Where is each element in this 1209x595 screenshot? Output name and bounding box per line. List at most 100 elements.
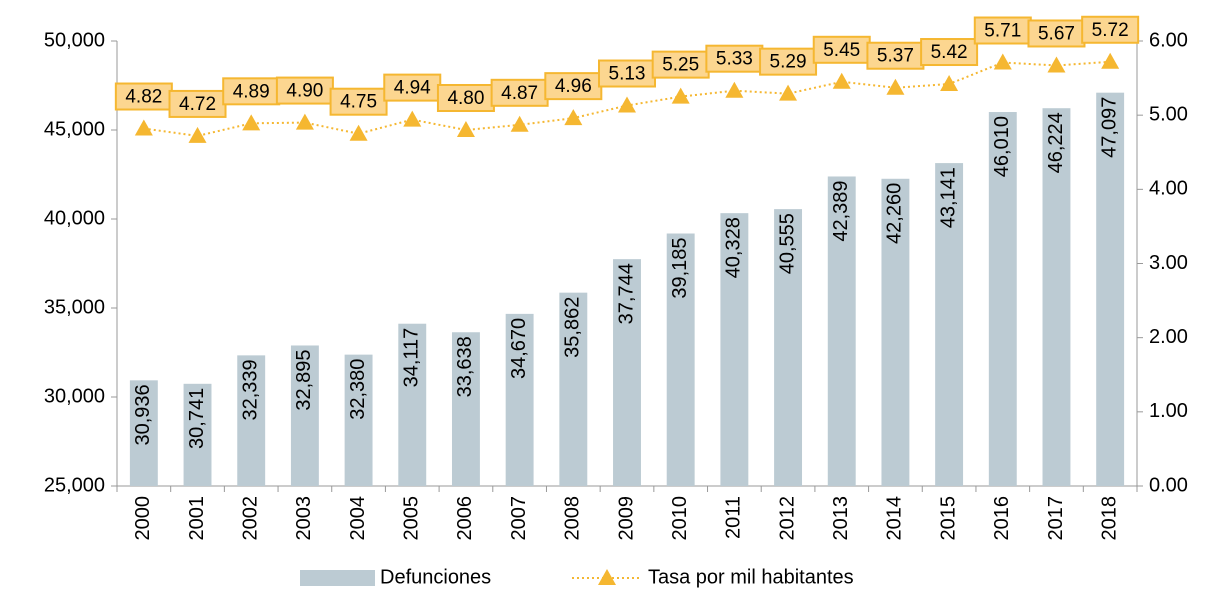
line-label: 4.82 (125, 87, 162, 108)
bar (774, 209, 803, 486)
x-tick-label: 2007 (508, 496, 530, 541)
label-box (383, 73, 442, 102)
x-tick-label: 2001 (186, 496, 208, 541)
line-label: 4.75 (340, 92, 377, 113)
line-marker (456, 121, 475, 137)
bar-label: 46,224 (1045, 112, 1067, 173)
line-label: 4.80 (447, 88, 484, 109)
bar-label: 37,744 (615, 263, 637, 324)
bar (451, 332, 480, 486)
bar-label: 30,936 (132, 384, 154, 445)
line-marker (832, 72, 851, 89)
line-label: 5.29 (770, 52, 807, 73)
line-label: 4.96 (555, 76, 592, 97)
bar (827, 176, 856, 486)
x-tick-label: 2013 (830, 496, 852, 541)
line-marker (940, 75, 959, 92)
y-tick-label: 45,000 (44, 118, 105, 140)
line-marker (564, 109, 583, 126)
line-label: 5.37 (877, 46, 914, 67)
line-marker (886, 78, 905, 95)
bar-label: 40,328 (723, 217, 745, 278)
x-tick-label: 2005 (401, 496, 423, 541)
label-box (1027, 19, 1086, 48)
y2-tick-label: 2.00 (1149, 326, 1188, 348)
line-marker (1047, 56, 1066, 73)
y-tick-label: 50,000 (44, 29, 105, 51)
bar-label: 33,638 (454, 336, 476, 397)
x-tick-label: 2003 (293, 496, 315, 541)
line-marker (725, 81, 744, 98)
bar (398, 323, 427, 486)
line-label: 5.13 (609, 64, 646, 85)
legend-swatch (300, 570, 375, 586)
line-label: 5.45 (823, 40, 860, 61)
x-tick-label: 2002 (239, 496, 261, 541)
label-box (920, 38, 979, 67)
label-box (436, 84, 495, 112)
label-box (114, 82, 173, 111)
bar (881, 178, 910, 486)
bar (129, 380, 158, 486)
line-label: 5.25 (662, 55, 699, 76)
bar-label: 32,380 (347, 359, 369, 420)
bar-label: 46,010 (991, 116, 1013, 177)
bar-label: 30,741 (186, 388, 208, 449)
line-marker (188, 126, 207, 143)
line-label: 5.33 (716, 49, 753, 70)
line-marker (671, 87, 690, 104)
label-box (168, 89, 227, 118)
x-tick-label: 2014 (884, 496, 906, 541)
label-box (651, 50, 710, 79)
y2-tick-label: 6.00 (1149, 29, 1188, 51)
x-tick-label: 2011 (723, 496, 745, 539)
line-marker (295, 113, 314, 130)
label-box (866, 41, 925, 70)
bar-label: 32,339 (239, 359, 261, 420)
x-tick-label: 2004 (347, 496, 369, 541)
x-tick-label: 2012 (776, 496, 798, 541)
bar-label: 42,389 (830, 180, 852, 241)
y2-tick-label: 4.00 (1149, 178, 1188, 200)
y-tick-label: 30,000 (44, 385, 105, 407)
bar-label: 40,555 (776, 213, 798, 274)
line-label: 4.72 (179, 94, 216, 115)
bar (237, 355, 266, 486)
line-marker (1101, 52, 1120, 69)
label-box (1081, 15, 1140, 44)
bar (613, 259, 641, 486)
y-tick-label: 35,000 (44, 296, 105, 318)
y2-tick-label: 5.00 (1149, 103, 1188, 125)
bar (1096, 92, 1125, 486)
bar-label: 42,260 (884, 183, 906, 244)
line-label: 5.42 (931, 42, 968, 63)
line-label: 5.71 (984, 21, 1021, 42)
bar (344, 354, 373, 486)
bar (666, 233, 695, 486)
bar-label: 43,141 (937, 167, 959, 228)
bar (935, 163, 964, 486)
bar-label: 34,670 (508, 318, 530, 379)
y-tick-label: 40,000 (44, 207, 105, 229)
bar-label: 47,097 (1098, 97, 1120, 158)
label-box (329, 87, 388, 116)
x-tick-label: 2009 (615, 496, 637, 541)
bar-label: 34,117 (401, 328, 423, 388)
line-marker (349, 124, 368, 141)
bar-label: 39,185 (669, 238, 691, 299)
bar-label: 32,895 (293, 349, 315, 410)
y2-tick-label: 0.00 (1149, 474, 1188, 496)
line-label: 5.72 (1092, 20, 1129, 41)
bar (720, 213, 749, 486)
legend-label: Tasa por mil habitantes (648, 566, 854, 588)
line-marker (993, 53, 1012, 70)
x-tick-label: 2017 (1045, 496, 1067, 541)
line-marker (779, 84, 798, 101)
y2-tick-label: 3.00 (1149, 252, 1188, 274)
legend-marker (598, 569, 616, 585)
x-tick-label: 2006 (454, 496, 476, 541)
y-tick-label: 25,000 (44, 474, 105, 496)
legend-label: Defunciones (380, 566, 491, 588)
bar (988, 112, 1017, 486)
